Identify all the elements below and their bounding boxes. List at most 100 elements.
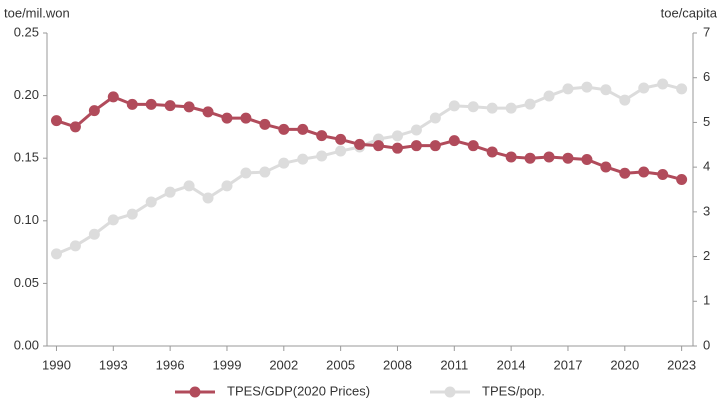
data-point — [676, 173, 688, 185]
data-point — [619, 167, 631, 179]
data-point — [619, 94, 631, 106]
data-point — [145, 98, 157, 110]
data-point — [581, 81, 593, 93]
data-point — [467, 140, 479, 152]
y2-tick-label: 6 — [703, 69, 710, 84]
y2-tick-label: 7 — [703, 24, 710, 39]
y-tick-label: 0.00 — [14, 337, 39, 352]
data-point — [638, 82, 650, 94]
data-point — [240, 112, 252, 124]
x-tick-label: 2023 — [667, 357, 696, 372]
data-point — [429, 140, 441, 152]
data-point — [240, 167, 252, 179]
data-point — [581, 153, 593, 165]
data-point — [50, 248, 62, 260]
data-point — [448, 100, 460, 112]
data-point — [467, 101, 479, 113]
y2-tick-label: 3 — [703, 203, 710, 218]
data-point — [221, 112, 233, 124]
x-tick-label: 1990 — [42, 357, 71, 372]
data-point — [88, 105, 100, 117]
data-point — [164, 186, 176, 198]
data-point — [164, 100, 176, 112]
data-point — [221, 180, 233, 192]
legend-marker — [444, 386, 456, 398]
data-point — [126, 98, 138, 110]
data-point — [524, 98, 536, 110]
y-tick-label: 0.05 — [14, 275, 39, 290]
data-point — [335, 133, 347, 145]
data-point — [410, 124, 422, 136]
x-tick-label: 2011 — [440, 357, 468, 372]
data-point — [562, 83, 574, 95]
x-tick-label: 2005 — [326, 357, 355, 372]
data-point — [600, 161, 612, 173]
x-tick-label: 2008 — [383, 357, 412, 372]
y-tick-label: 0.20 — [14, 87, 39, 102]
data-point — [429, 112, 441, 124]
data-point — [657, 78, 669, 90]
data-point — [69, 121, 81, 133]
x-tick-label: 2002 — [269, 357, 298, 372]
series-line — [55, 82, 683, 256]
data-point — [297, 123, 309, 135]
y-tick-label: 0.15 — [14, 150, 39, 165]
legend-label: TPES/GDP(2020 Prices) — [227, 383, 370, 398]
x-tick-label: 2020 — [610, 357, 639, 372]
data-point — [278, 123, 290, 135]
data-point — [600, 84, 612, 96]
x-tick-label: 1993 — [99, 357, 128, 372]
y2-tick-label: 0 — [703, 337, 710, 352]
data-point — [69, 240, 81, 252]
data-point — [543, 90, 555, 102]
data-point — [107, 91, 119, 103]
x-tick-label: 1999 — [213, 357, 242, 372]
data-point — [543, 151, 555, 163]
data-point — [50, 115, 62, 127]
data-point — [391, 142, 403, 154]
data-point — [297, 153, 309, 165]
series-line — [56, 95, 683, 181]
data-point — [202, 106, 214, 118]
data-point — [562, 152, 574, 164]
data-point — [202, 192, 214, 204]
x-tick-label: 2014 — [497, 357, 526, 372]
legend-marker — [189, 386, 201, 398]
y2-tick-label: 5 — [703, 114, 710, 129]
data-point — [373, 140, 385, 152]
data-point — [183, 101, 195, 113]
data-point — [145, 196, 157, 208]
data-point — [316, 150, 328, 162]
data-point — [259, 166, 271, 178]
data-point — [335, 145, 347, 157]
y-axis-label: toe/mil.won — [4, 5, 70, 20]
y2-tick-label: 1 — [703, 293, 710, 308]
x-tick-label: 2017 — [554, 357, 583, 372]
y-tick-label: 0.10 — [14, 212, 39, 227]
data-point — [486, 102, 498, 114]
data-point — [278, 157, 290, 169]
data-point — [391, 130, 403, 142]
data-point — [316, 130, 328, 142]
data-point — [183, 180, 195, 192]
data-point — [354, 138, 366, 150]
data-point — [259, 118, 271, 130]
data-point — [657, 168, 669, 180]
y2-tick-label: 4 — [703, 159, 710, 174]
y-tick-label: 0.25 — [14, 24, 39, 39]
legend-label: TPES/pop. — [482, 383, 545, 398]
data-point — [505, 151, 517, 163]
data-point — [524, 152, 536, 164]
data-point — [638, 166, 650, 178]
data-point — [410, 140, 422, 152]
data-point — [505, 102, 517, 114]
x-tick-label: 1996 — [156, 357, 185, 372]
y2-axis-label: toe/capita — [661, 5, 718, 20]
data-point — [448, 135, 460, 147]
data-point — [88, 228, 100, 240]
data-point — [676, 83, 688, 95]
data-point — [126, 208, 138, 220]
y2-tick-label: 2 — [703, 248, 710, 263]
data-point — [486, 146, 498, 158]
